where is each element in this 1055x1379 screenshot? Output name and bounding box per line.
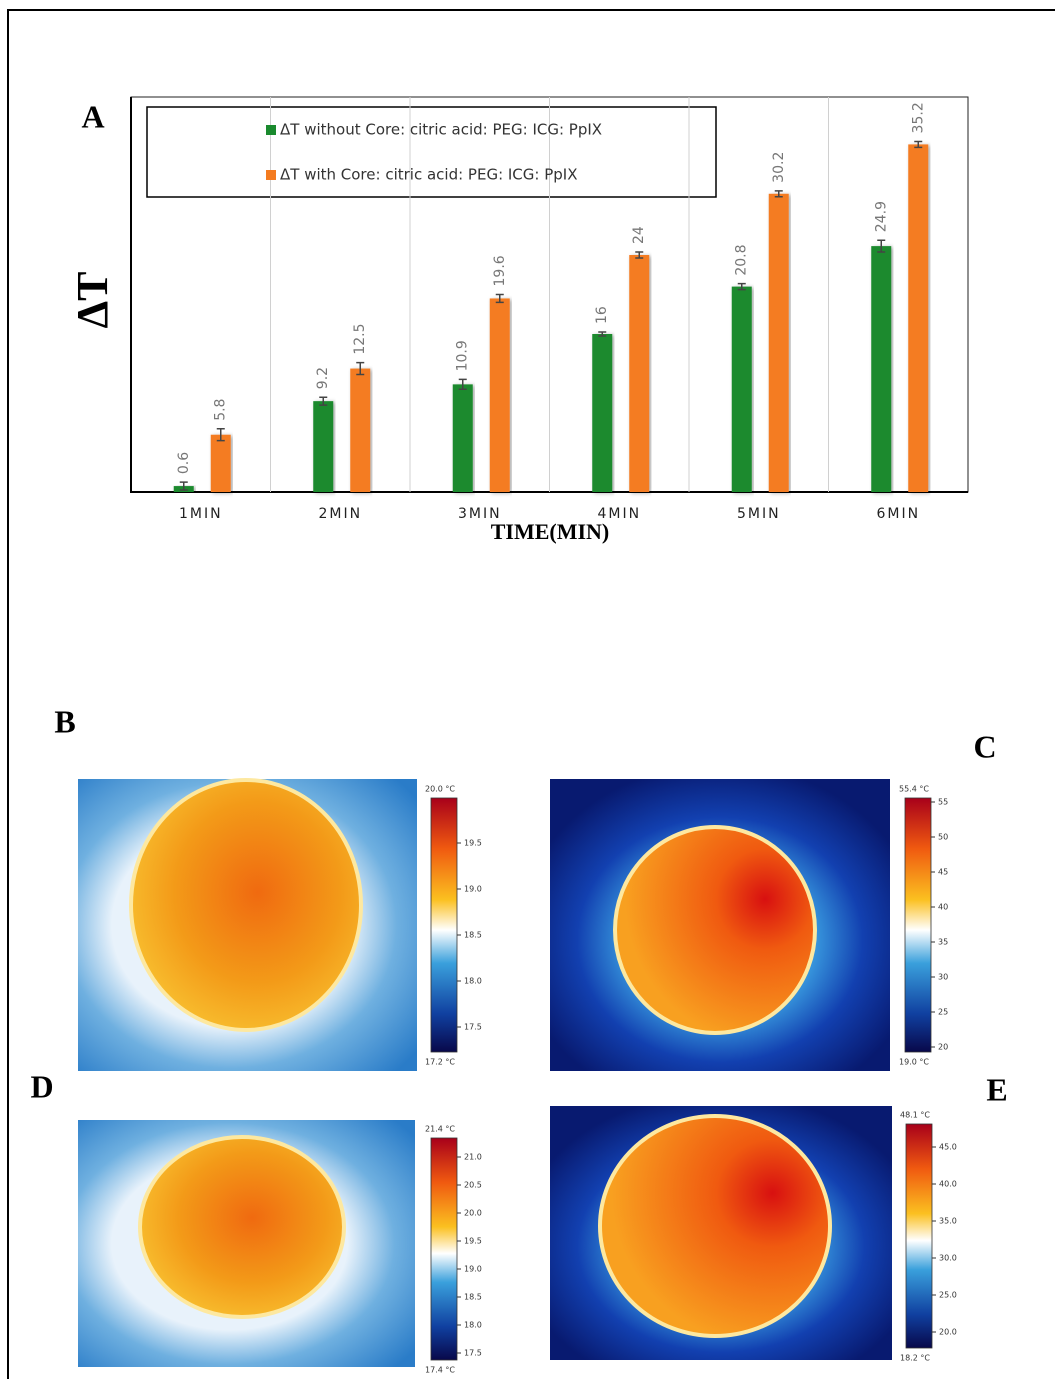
colorbar-tick-label: 40.0 (939, 1180, 957, 1189)
colorbar-tick-label: 45 (938, 868, 948, 877)
colorbar-tick-label: 30 (938, 973, 948, 982)
bar (871, 246, 892, 492)
bar (768, 193, 789, 492)
colorbar-max: 20.0 °C (425, 785, 455, 794)
value-label: 24.9 (873, 201, 889, 232)
colorbar-tick-label: 18.0 (464, 1321, 482, 1330)
bar (350, 368, 371, 492)
x-tick-label: 3MIN (458, 506, 502, 522)
value-label: 10.9 (455, 340, 471, 371)
x-tick-label: 1MIN (179, 506, 223, 522)
value-label: 16 (594, 306, 610, 324)
colorbar-max: 48.1 °C (900, 1111, 930, 1120)
colorbar-tick-label: 55 (938, 798, 948, 807)
colorbar-tick-label: 35.0 (939, 1217, 957, 1226)
error-bar (774, 190, 783, 198)
legend-swatch (266, 170, 276, 180)
colorbar-tick-label: 19.5 (464, 1237, 482, 1246)
bar (452, 384, 473, 492)
error-bar (598, 331, 607, 337)
colorbar-tick-label: 20.0 (939, 1328, 957, 1337)
colorbar (430, 797, 458, 1053)
bar (489, 298, 510, 492)
value-label: 19.6 (492, 255, 508, 286)
colorbar-tick-label: 19.0 (464, 885, 482, 894)
bar (629, 255, 650, 492)
value-label: 24 (631, 226, 647, 244)
y-axis-label: ΔT (68, 272, 117, 329)
x-tick-label: 5MIN (737, 506, 781, 522)
hot-sample (598, 1114, 832, 1338)
hot-sample (613, 825, 817, 1035)
bar (313, 401, 334, 492)
colorbar-tick-label: 18.0 (464, 977, 482, 986)
error-bar (635, 251, 644, 259)
colorbar-tick-label: 18.5 (464, 931, 482, 940)
hot-sample (129, 778, 363, 1032)
x-tick-label: 4MIN (597, 506, 641, 522)
panel-label: B (54, 703, 75, 739)
colorbar-tick-label: 20.0 (464, 1209, 482, 1218)
colorbar-min: 17.2 °C (425, 1058, 455, 1067)
value-label: 35.2 (910, 102, 926, 133)
value-label: 20.8 (734, 244, 750, 275)
value-label: 30.2 (771, 152, 787, 183)
colorbar-min: 17.4 °C (425, 1366, 455, 1375)
bar (592, 334, 613, 492)
error-bar (179, 481, 188, 491)
colorbar-tick-label: 17.5 (464, 1023, 482, 1032)
value-label: 9.2 (315, 367, 331, 389)
colorbar-tick-label: 18.5 (464, 1293, 482, 1302)
panel-label: E (986, 1071, 1007, 1107)
colorbar-tick-label: 25.0 (939, 1291, 957, 1300)
colorbar-min: 18.2 °C (900, 1354, 930, 1363)
error-bar (356, 361, 365, 376)
legend-label: ΔT with Core: citric acid: PEG: ICG: PpI… (280, 166, 578, 184)
x-tick-label: 6MIN (876, 506, 920, 522)
value-label: 0.6 (176, 452, 192, 474)
error-bar (737, 282, 746, 291)
colorbar-max: 21.4 °C (425, 1125, 455, 1134)
bar (731, 286, 752, 492)
error-bar (319, 396, 328, 406)
error-bar (914, 140, 923, 149)
bar (210, 434, 231, 492)
colorbar-tick-label: 19.5 (464, 839, 482, 848)
error-bar (216, 428, 225, 442)
legend-swatch (266, 125, 276, 135)
error-bar (877, 239, 886, 253)
colorbar-tick-label: 17.5 (464, 1349, 482, 1358)
colorbar-min: 19.0 °C (899, 1058, 929, 1067)
x-tick-label: 2MIN (318, 506, 362, 522)
figure-frame (7, 9, 1055, 1379)
colorbar-tick-label: 40 (938, 903, 948, 912)
colorbar-tick-label: 35 (938, 938, 948, 947)
error-bar (458, 378, 467, 391)
colorbar-max: 55.4 °C (899, 785, 929, 794)
colorbar (905, 1123, 933, 1349)
legend (146, 106, 717, 198)
colorbar-tick-label: 45.0 (939, 1143, 957, 1152)
x-axis-label: TIME(MIN) (491, 519, 610, 544)
value-label: 5.8 (213, 399, 229, 421)
colorbar-tick-label: 20 (938, 1043, 948, 1052)
colorbar-tick-label: 20.5 (464, 1181, 482, 1190)
colorbar-tick-label: 19.0 (464, 1265, 482, 1274)
colorbar-tick-label: 25 (938, 1008, 948, 1017)
panel-label: D (30, 1068, 53, 1104)
panel-label: A (81, 98, 104, 134)
colorbar (904, 797, 932, 1053)
colorbar-tick-label: 21.0 (464, 1153, 482, 1162)
legend-label: ΔT without Core: citric acid: PEG: ICG: … (280, 121, 602, 139)
colorbar (430, 1137, 458, 1361)
value-label: 12.5 (352, 323, 368, 354)
bar (908, 144, 929, 492)
colorbar-tick-label: 50 (938, 833, 948, 842)
hot-sample (138, 1135, 346, 1319)
error-bar (495, 293, 504, 304)
colorbar-tick-label: 30.0 (939, 1254, 957, 1263)
panel-label: C (973, 728, 996, 764)
